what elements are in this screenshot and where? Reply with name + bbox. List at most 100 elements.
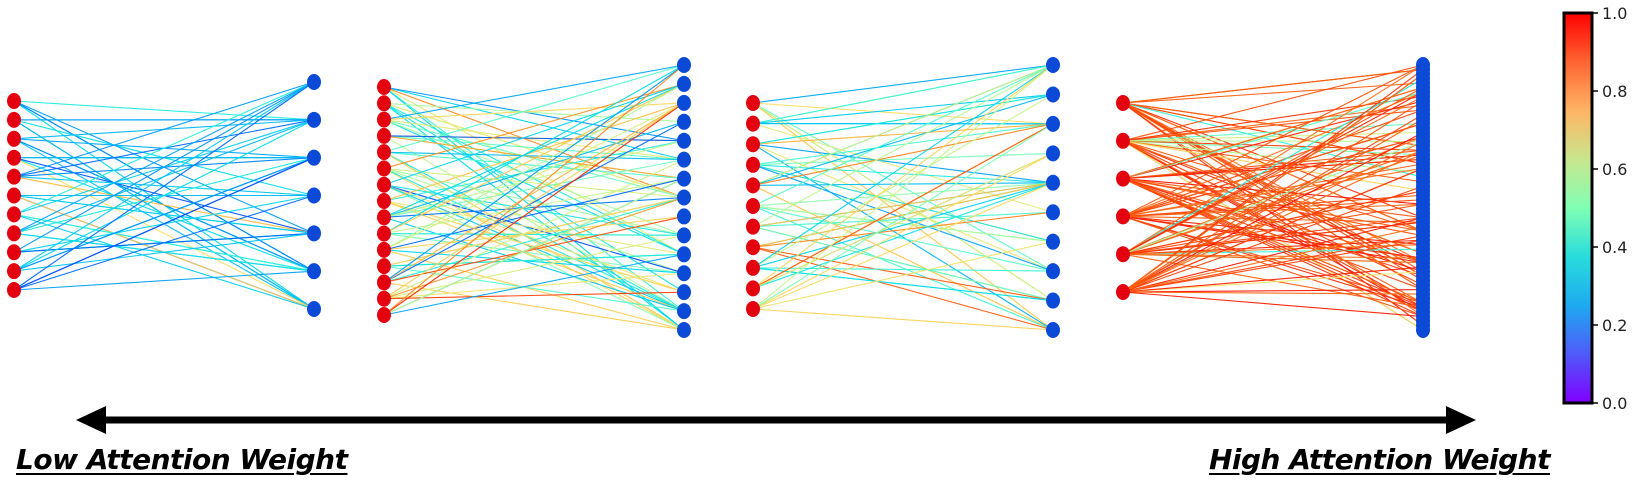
edge (752, 123, 1054, 186)
edge (1122, 239, 1424, 293)
edge (752, 64, 1054, 125)
edge (752, 93, 1054, 269)
edge (13, 81, 315, 253)
edge (383, 196, 685, 283)
edge (1122, 217, 1424, 255)
source-node (746, 115, 760, 132)
source-node (377, 95, 391, 112)
source-node (1116, 284, 1130, 300)
target-node (307, 111, 321, 128)
edges (383, 64, 685, 331)
target-node (1046, 263, 1060, 280)
source-node (7, 187, 21, 204)
target-node (677, 322, 691, 338)
edge (13, 119, 315, 272)
caption-low-attention: Low Attention Weight (16, 443, 348, 476)
edge (383, 119, 685, 236)
edge (383, 135, 685, 142)
source-node (377, 79, 391, 95)
edge (1122, 131, 1424, 293)
target-node (1046, 115, 1060, 132)
source-node (746, 177, 760, 194)
edge (1122, 158, 1424, 180)
target-node (677, 75, 691, 92)
edge (1122, 109, 1424, 217)
edge (752, 123, 1054, 310)
edge (1122, 248, 1424, 255)
edge (13, 157, 315, 310)
edge (13, 81, 315, 178)
edge (1122, 154, 1424, 255)
target-node (307, 149, 321, 166)
edge (752, 241, 1054, 310)
edge (383, 86, 685, 199)
edge (13, 232, 315, 272)
target-node (1046, 57, 1060, 73)
edge (752, 211, 1054, 248)
edge (752, 64, 1054, 228)
edge (383, 102, 685, 293)
edge (752, 164, 1054, 243)
edge (383, 249, 685, 274)
target-node (1046, 86, 1060, 103)
edge (752, 182, 1054, 289)
edge (1122, 215, 1424, 309)
edge (1122, 178, 1424, 205)
edge (752, 93, 1054, 186)
edge (1122, 167, 1424, 293)
edge (1122, 178, 1424, 273)
edge (383, 159, 685, 300)
nodes (377, 57, 691, 338)
edge (1122, 244, 1424, 255)
edge (752, 205, 1054, 272)
edge (1122, 113, 1424, 293)
source-node (377, 160, 391, 177)
edge (383, 119, 685, 255)
target-node (677, 113, 691, 130)
target-node (1046, 233, 1060, 250)
edge (1122, 78, 1424, 255)
edge (1122, 122, 1424, 142)
source-node (377, 176, 391, 193)
target-node (677, 284, 691, 301)
edge (1122, 91, 1424, 217)
source-node (7, 225, 21, 242)
edges (1122, 64, 1424, 331)
edge (752, 308, 1054, 331)
edge (383, 249, 685, 331)
edge (383, 64, 685, 235)
edge (1122, 64, 1424, 255)
bipartite-graphs (7, 57, 1430, 338)
edge (13, 81, 315, 272)
edge (1122, 163, 1424, 217)
edge (383, 178, 685, 316)
edge (1122, 178, 1424, 237)
edge (1122, 102, 1424, 273)
edge (752, 267, 1054, 302)
edge (1122, 167, 1424, 217)
edge (383, 140, 685, 202)
edge (1122, 271, 1424, 293)
target-node (677, 132, 691, 149)
edge (383, 196, 685, 267)
target-node (677, 227, 691, 244)
target-node (677, 246, 691, 263)
edge (1122, 149, 1424, 255)
nodes (7, 74, 321, 317)
source-node (1116, 208, 1130, 225)
edge (383, 233, 685, 236)
nodes (746, 57, 1060, 338)
arrow-head-right (1446, 406, 1476, 434)
colorbar-gradient (1562, 11, 1594, 405)
edge (752, 152, 1054, 289)
edge (383, 151, 685, 161)
edge (1122, 289, 1424, 293)
edge (383, 102, 685, 283)
edge (752, 64, 1054, 186)
source-node (746, 301, 760, 317)
source-node (7, 282, 21, 298)
edge (1122, 239, 1424, 255)
double-headed-arrow (76, 406, 1476, 434)
edge (383, 64, 685, 316)
edge (1122, 140, 1424, 151)
